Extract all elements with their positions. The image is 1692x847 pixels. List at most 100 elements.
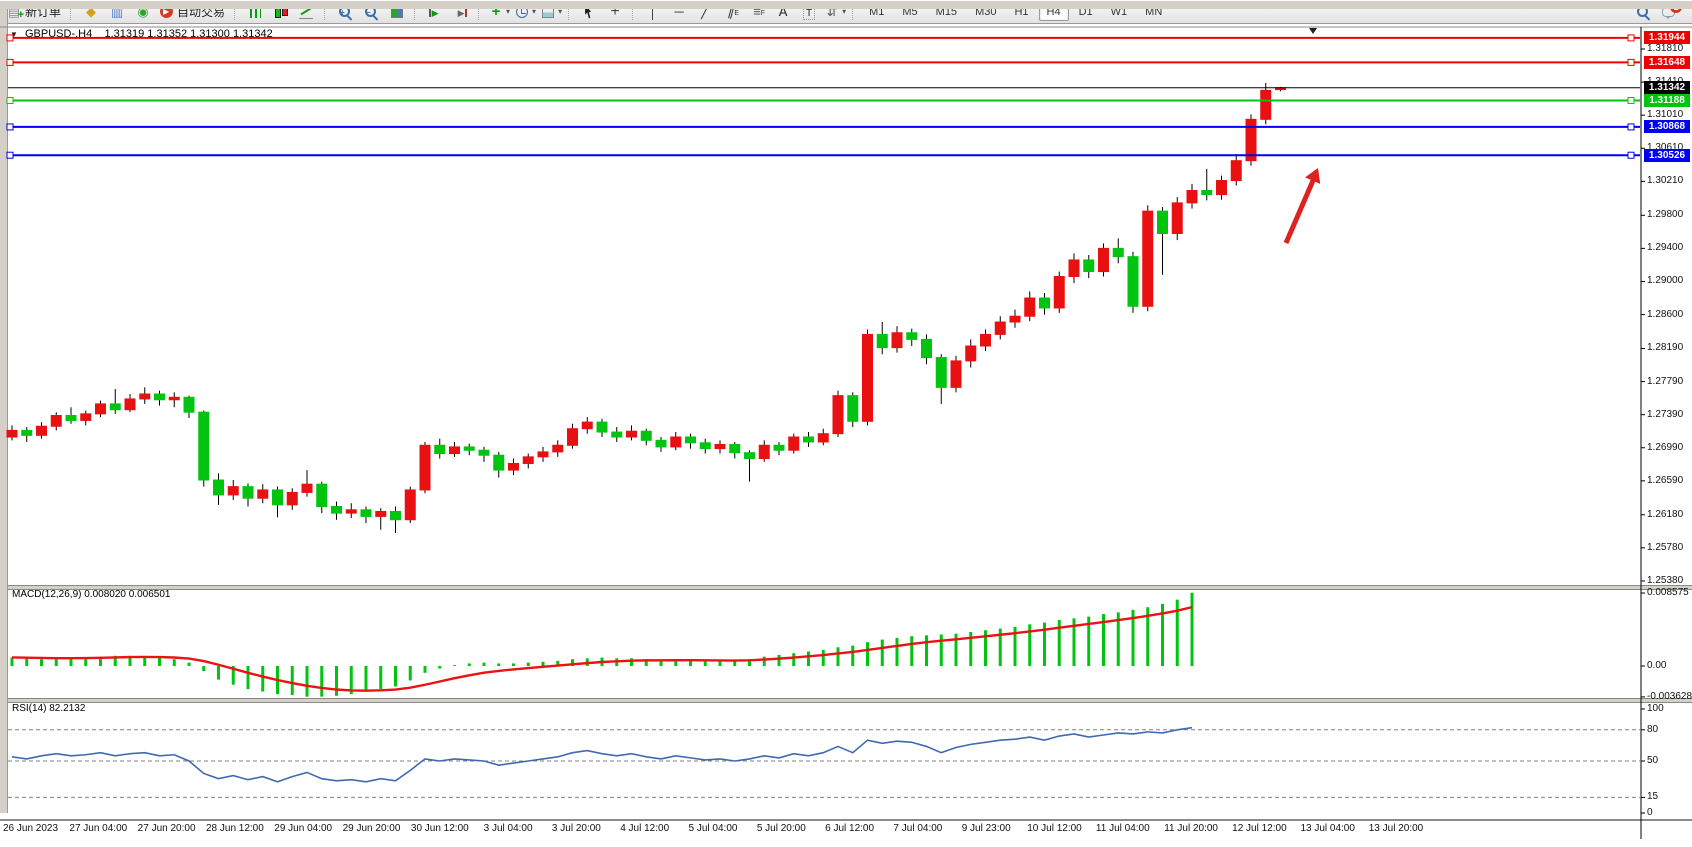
candle [522, 453, 534, 469]
toolbar-separator [632, 3, 636, 20]
time-axis-label: 7 Jul 04:00 [893, 823, 943, 834]
candle [773, 441, 785, 456]
candle [906, 328, 918, 347]
chart-shift-marker-icon[interactable] [1309, 28, 1317, 34]
time-axis-border [0, 819, 1692, 821]
candle [21, 427, 33, 442]
line-handle[interactable] [6, 96, 14, 104]
time-axis-label: 27 Jun 04:00 [69, 823, 128, 834]
chart-shift-button[interactable] [449, 1, 473, 23]
price-axis-label: 1.28190 [1647, 342, 1684, 354]
line-handle[interactable] [1627, 34, 1635, 42]
rsi-axis-label: 0 [1647, 807, 1653, 818]
candle [1053, 271, 1065, 313]
macd-signal-line [11, 605, 1193, 692]
candle [316, 481, 328, 514]
equidistant-channel-button[interactable] [719, 1, 743, 23]
candle [95, 400, 106, 418]
time-axis-label: 27 Jun 20:00 [137, 823, 196, 834]
toolbar-separator [414, 3, 418, 20]
price-axis-label: 1.26990 [1647, 441, 1684, 453]
panel-splitter[interactable] [0, 585, 1692, 590]
time-axis-label: 10 Jul 12:00 [1027, 823, 1082, 834]
candle [463, 443, 475, 456]
time-axis-label: 29 Jun 04:00 [274, 823, 333, 834]
time-axis-label: 6 Jul 12:00 [825, 823, 875, 834]
price-level-badge: 1.30868 [1644, 120, 1690, 134]
line-handle[interactable] [1627, 96, 1635, 104]
candle [478, 446, 490, 462]
candle [404, 486, 416, 524]
candle [640, 428, 652, 446]
rsi-axis-label: 100 [1647, 703, 1664, 714]
candle [36, 422, 47, 439]
time-axis-label: 3 Jul 04:00 [483, 823, 533, 834]
window-bottom-edge [0, 0, 1692, 9]
time-axis-label: 11 Jul 20:00 [1164, 823, 1218, 834]
candle [935, 354, 947, 404]
line-handle[interactable] [1627, 123, 1635, 131]
rsi-panel[interactable] [8, 726, 1640, 798]
candle [1171, 197, 1183, 241]
candle [1245, 114, 1257, 166]
candle [876, 322, 888, 355]
toolbar-separator [234, 3, 238, 20]
panel-splitter[interactable] [0, 698, 1692, 703]
linechart-icon [299, 4, 315, 20]
auto-scroll-icon [427, 4, 443, 20]
price-lines-layer [6, 34, 1640, 159]
toolbar-separator [568, 3, 572, 20]
time-axis-label: 30 Jun 12:00 [410, 823, 469, 834]
candle [699, 438, 711, 454]
line-handle[interactable] [1627, 58, 1635, 66]
candle [1201, 168, 1213, 201]
toolbar-separator [70, 3, 74, 20]
candle [449, 441, 460, 457]
candle [817, 428, 829, 446]
candle [508, 458, 519, 476]
line-handle[interactable] [1627, 151, 1635, 159]
candle [803, 432, 814, 447]
candle [537, 446, 549, 462]
candle [1230, 154, 1242, 186]
line-handle[interactable] [6, 123, 14, 131]
candle [242, 483, 254, 507]
candle [375, 508, 387, 530]
chart-shift-icon [453, 4, 469, 20]
fibonacci-button[interactable] [745, 1, 769, 23]
time-axis-label: 5 Jul 04:00 [688, 823, 738, 834]
time-axis-label: 4 Jul 12:00 [620, 823, 670, 834]
chart-menu-triangle-icon[interactable]: ▼ [10, 30, 18, 39]
price-axis-label: 1.26180 [1647, 508, 1684, 520]
chart-canvas[interactable] [0, 25, 1692, 847]
annotation-arrow[interactable] [1283, 168, 1321, 244]
candle [1157, 207, 1168, 275]
toolbar-separator [478, 3, 482, 20]
bars-icon [247, 4, 263, 20]
candle [552, 440, 564, 457]
price-axis-label: 1.25780 [1647, 541, 1684, 553]
line-handle[interactable] [6, 34, 14, 42]
price-axis-label: 1.28600 [1647, 308, 1684, 320]
channel-icon [723, 4, 739, 22]
line-handle[interactable] [6, 58, 14, 66]
auto-scroll-button[interactable] [423, 1, 447, 23]
candle [109, 389, 121, 414]
time-axis-label: 13 Jul 04:00 [1300, 823, 1355, 834]
time-axis-label: 5 Jul 20:00 [756, 823, 806, 834]
price-level-badge: 1.31188 [1644, 93, 1690, 107]
time-axis-label: 28 Jun 12:00 [205, 823, 264, 834]
line-chart-button[interactable] [295, 1, 319, 23]
macd-axis-label: 0.00 [1647, 660, 1667, 671]
price-axis-label: 1.29400 [1647, 242, 1684, 254]
candle [124, 393, 136, 413]
macd-panel[interactable] [10, 592, 1194, 697]
bar-chart-button[interactable] [243, 1, 267, 23]
line-handle[interactable] [6, 151, 14, 159]
time-axis-label: 26 Jun 2023 [3, 823, 59, 834]
rsi-axis-label: 80 [1647, 723, 1659, 735]
candle [1186, 183, 1198, 209]
price-axis-label: 1.31810 [1647, 43, 1684, 54]
candle [6, 425, 18, 441]
